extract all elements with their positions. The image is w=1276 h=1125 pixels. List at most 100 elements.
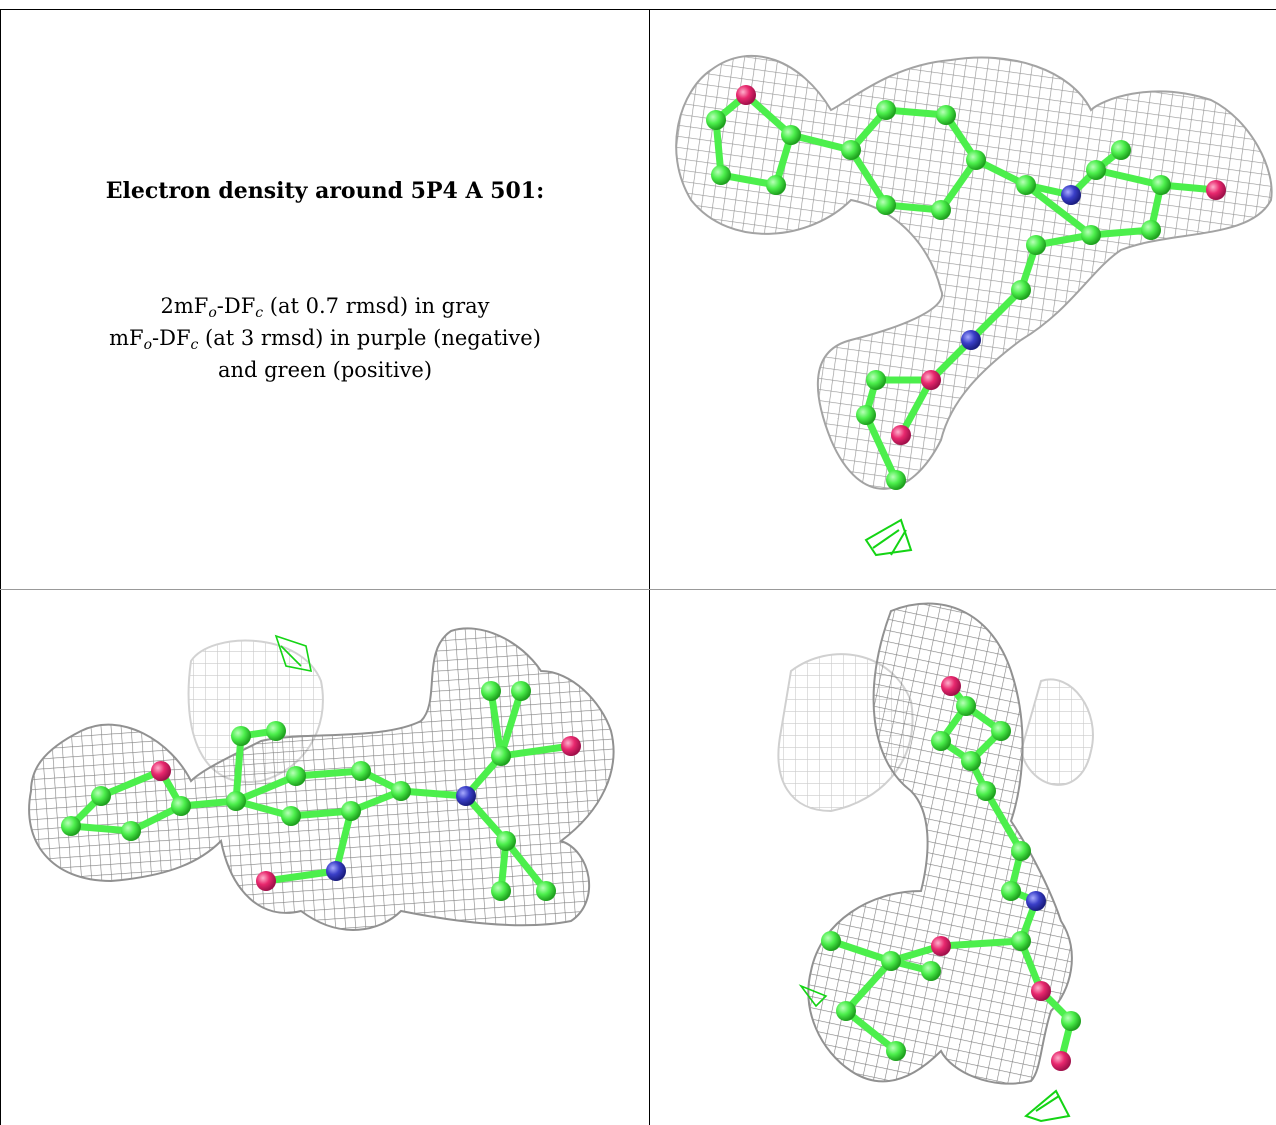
carbon-atom <box>991 721 1011 741</box>
bond <box>842 957 895 1015</box>
oxygen-atom <box>1206 180 1226 200</box>
carbon-atom <box>711 165 731 185</box>
carbon-atom <box>936 105 956 125</box>
carbon-atom <box>931 200 951 220</box>
positive-density-blob <box>1023 1089 1071 1123</box>
carbon-atom <box>1111 140 1131 160</box>
carbon-atom <box>491 881 511 901</box>
oxygen-atom <box>1031 981 1051 1001</box>
carbon-atom <box>781 125 801 145</box>
gray-density-mesh-back <box>777 653 1094 813</box>
bond <box>882 106 950 119</box>
carbon-atom <box>1081 225 1101 245</box>
carbon-atom <box>876 100 896 120</box>
caption-heading: Electron density around 5P4 A 501: <box>105 178 545 204</box>
carbon-atom <box>1011 841 1031 861</box>
carbon-atom <box>966 150 986 170</box>
bond <box>487 687 505 760</box>
positive-density-blob <box>274 634 313 673</box>
bond <box>292 767 365 780</box>
carbon-atom <box>491 746 511 766</box>
carbon-atom <box>266 721 286 741</box>
carbon-atom <box>351 761 371 781</box>
oxygen-atom <box>736 85 756 105</box>
oxygen-atom <box>561 736 581 756</box>
oxygen-atom <box>891 425 911 445</box>
bond <box>497 687 525 760</box>
bond <box>982 787 1025 855</box>
carbon-atom <box>341 801 361 821</box>
carbon-atom <box>231 726 251 746</box>
grid-top-border <box>0 9 1276 10</box>
bond <box>332 807 355 875</box>
oxygen-atom <box>1051 1051 1071 1071</box>
carbon-atom <box>956 696 976 716</box>
bond <box>937 937 1025 950</box>
carbon-atom <box>1011 280 1031 300</box>
carbon-atom <box>226 791 246 811</box>
grid-center-divider <box>649 9 650 1125</box>
carbon-atom <box>1001 881 1021 901</box>
carbon-atom <box>886 1041 906 1061</box>
bond <box>262 867 340 885</box>
bond <box>1022 181 1095 239</box>
carbon-atom <box>866 370 886 390</box>
carbon-atom <box>961 751 981 771</box>
carbon-atom <box>856 405 876 425</box>
gray-density-mesh <box>675 54 1273 490</box>
density-view-top-right <box>651 10 1276 590</box>
carbon-atom <box>766 175 786 195</box>
carbon-atom <box>881 951 901 971</box>
carbon-atom <box>821 931 841 951</box>
carbon-atom <box>286 766 306 786</box>
bond <box>502 837 550 895</box>
carbon-atom <box>1011 931 1031 951</box>
carbon-atom <box>1141 220 1161 240</box>
grid-middle-divider <box>0 589 1276 590</box>
bond <box>97 767 165 800</box>
bond <box>1092 166 1165 189</box>
carbon-atom <box>536 881 556 901</box>
positive-density-blob <box>864 518 913 557</box>
bond <box>787 131 855 154</box>
density-view-bottom-left <box>1 591 649 1125</box>
bond <box>462 792 510 845</box>
carbon-atom <box>921 961 941 981</box>
bond <box>397 787 470 800</box>
carbon-atom <box>876 195 896 215</box>
density-view-bottom-right <box>651 591 1276 1125</box>
caption-line-green-positive: and green (positive) <box>217 358 433 382</box>
carbon-atom <box>61 816 81 836</box>
carbon-atom <box>1151 175 1171 195</box>
grid-left-border <box>0 9 1 1125</box>
caption-cell: Electron density around 5P4 A 501: 2mFo-… <box>1 10 649 590</box>
bond <box>742 91 795 139</box>
bond <box>967 286 1025 344</box>
bond <box>937 156 980 214</box>
positive-density-blob <box>798 984 828 1008</box>
caption-line-mfo-dfc: mFo-DFc (at 3 rmsd) in purple (negative) <box>109 326 541 353</box>
oxygen-atom <box>151 761 171 781</box>
carbon-atom <box>1086 160 1106 180</box>
carbon-atom <box>841 140 861 160</box>
carbon-atom <box>91 786 111 806</box>
carbon-atom <box>496 831 516 851</box>
carbon-atom <box>1016 175 1036 195</box>
gray-density-mesh <box>28 627 615 931</box>
caption-description: 2mFo-DFc (at 0.7 rmsd) in gray mFo-DFc (… <box>1 290 649 386</box>
bond <box>847 146 890 209</box>
carbon-atom <box>281 806 301 826</box>
bond <box>827 937 895 965</box>
carbon-atom <box>836 1001 856 1021</box>
carbon-atom <box>511 681 531 701</box>
bond <box>287 807 355 820</box>
carbon-atom <box>886 470 906 490</box>
carbon-atom <box>481 681 501 701</box>
carbon-atom <box>171 796 191 816</box>
carbon-atom <box>931 731 951 751</box>
nitrogen-atom <box>961 330 981 350</box>
carbon-atom <box>121 821 141 841</box>
bond <box>67 822 135 835</box>
carbon-atom <box>706 110 726 130</box>
